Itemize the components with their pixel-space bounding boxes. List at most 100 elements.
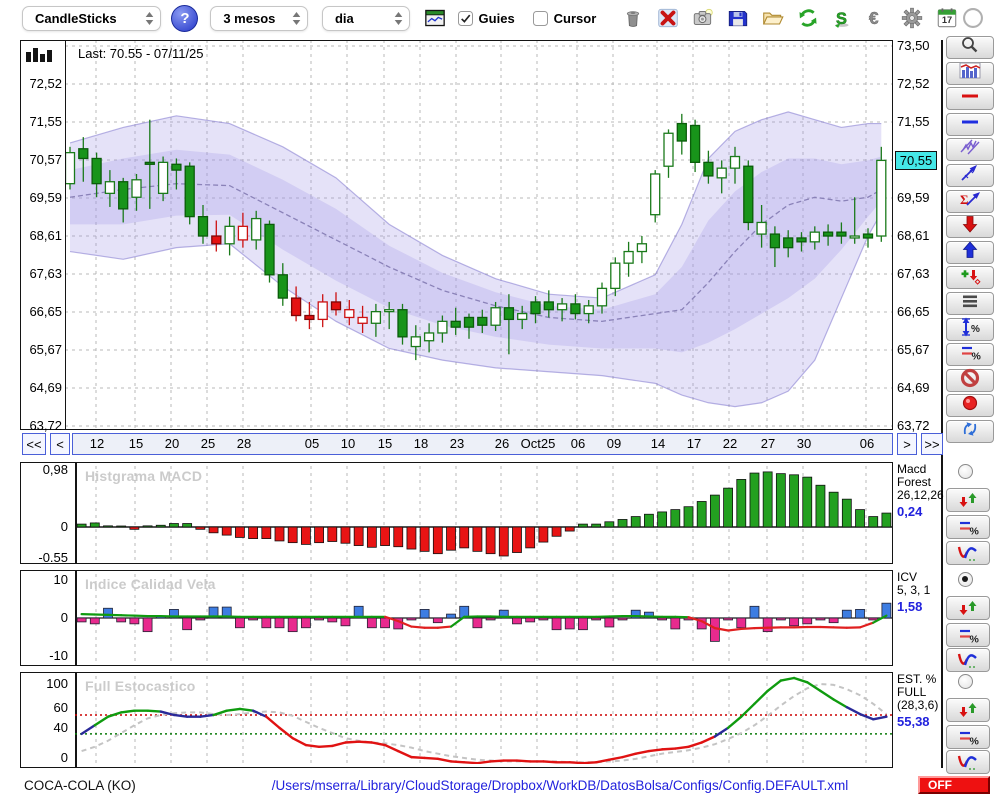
stoch-plot-left-border [75, 672, 77, 768]
open-folder-icon[interactable] [760, 6, 786, 30]
measure-percent-icon: % [959, 317, 981, 342]
price-label: 72,52 [897, 76, 930, 91]
icv-bar [670, 617, 681, 630]
config-path-link[interactable]: /Users/mserra/Library/CloudStorage/Dropb… [271, 778, 849, 793]
stoch-signals-button[interactable] [946, 698, 990, 722]
red-line-button[interactable] [946, 87, 994, 111]
macd-bar [670, 509, 681, 528]
macd-bar [446, 526, 456, 551]
icv-bar [261, 617, 272, 629]
candle [317, 294, 328, 328]
macd-bar [142, 525, 153, 528]
channel-button[interactable] [946, 138, 994, 162]
interval-select[interactable]: dia [321, 5, 410, 31]
guies-checkbox[interactable]: Guies [457, 10, 515, 26]
macd-curves-button[interactable] [946, 541, 990, 565]
icv-bar [762, 617, 773, 633]
macd-bar [617, 519, 628, 528]
price-label: 65,67 [29, 342, 62, 357]
save-icon[interactable] [725, 6, 751, 30]
icv-current-value: 1,58 [897, 599, 923, 614]
volume-bars-icon[interactable] [25, 45, 55, 69]
candle [330, 292, 342, 316]
mini-chart-window-icon[interactable] [422, 6, 448, 30]
stochastic-plot [75, 676, 893, 764]
measure-percent-button[interactable]: % [946, 317, 994, 342]
cursor-checkbox-box[interactable] [532, 10, 548, 26]
icv-info-block: ICV 5, 3, 1 1,58 [897, 571, 943, 614]
price-chart-button[interactable] [946, 61, 994, 85]
chevron-updown-icon [291, 10, 302, 27]
trash-icon[interactable] [620, 6, 646, 30]
help-button[interactable]: ? [171, 4, 199, 32]
arrow-down-red-icon [959, 214, 981, 239]
lines-percent-button[interactable]: % [946, 343, 994, 367]
indicator-axis-label: -0.55 [38, 550, 68, 565]
icv-panel-title: Indice Calidad Vela [85, 576, 216, 592]
scroll-fwd-button[interactable]: > [897, 433, 917, 455]
calendar-icon[interactable]: 17 [934, 6, 960, 30]
trend-line-button[interactable] [946, 164, 994, 187]
arrow-down-red-button[interactable] [946, 214, 994, 239]
sigma-trend-button[interactable]: Σ [946, 189, 994, 213]
scroll-back-button[interactable]: < [50, 433, 70, 455]
delete-x-icon[interactable] [655, 6, 681, 30]
stoch-percent-button[interactable]: % [946, 725, 990, 749]
record-button[interactable] [946, 394, 994, 418]
scroll-fast-fwd-button[interactable]: >> [921, 433, 943, 455]
list-button[interactable] [946, 292, 994, 315]
macd-bar [736, 479, 747, 528]
chart-type-select[interactable]: CandleSticks [22, 5, 162, 31]
camera-icon[interactable] [690, 6, 716, 30]
stoch-panel-title: Full Estocastico [85, 678, 196, 694]
icv-bar [300, 617, 311, 629]
refresh-icon[interactable] [795, 6, 821, 30]
macd-radio[interactable] [958, 464, 973, 479]
macd-bar [512, 526, 522, 553]
icv-bar [142, 617, 153, 633]
cursor-checkbox[interactable]: Cursor [532, 10, 596, 26]
icv-bar [604, 617, 615, 628]
zoom-icon [959, 35, 981, 60]
arrow-up-blue-button[interactable] [946, 240, 994, 264]
date-axis-strip[interactable]: 12 15 20 25 28 05 10 15 18 23 26 Oct25 06 09 14 17 22 27 3… [72, 433, 893, 455]
macd-bar [235, 526, 245, 538]
candle [251, 210, 262, 250]
stoch-radio[interactable] [958, 674, 973, 689]
candle [131, 173, 142, 211]
zoom-button[interactable] [946, 36, 994, 59]
icv-percent-button[interactable]: % [946, 623, 990, 647]
stoch-curves-button[interactable] [946, 750, 990, 774]
candle [423, 323, 435, 353]
forbid-button[interactable] [946, 368, 994, 392]
icv-bar [169, 609, 179, 619]
icv-signals-button[interactable] [946, 596, 990, 620]
swap-arrows-button[interactable] [946, 420, 994, 443]
icv-bar [551, 617, 562, 631]
macd-signals-button[interactable] [946, 488, 990, 512]
gear-icon[interactable] [899, 6, 925, 30]
guies-checkbox-box[interactable] [457, 10, 473, 26]
indicator-axis-label: 60 [53, 700, 68, 715]
scroll-fast-back-button[interactable]: << [22, 433, 46, 455]
icv-bar [828, 617, 839, 624]
icv-curves-button[interactable] [946, 648, 990, 672]
candle [264, 220, 275, 283]
off-button[interactable]: OFF [918, 776, 990, 794]
period-select[interactable]: 3 mesos [210, 5, 308, 31]
circle-indicator-icon[interactable] [960, 6, 986, 30]
candle [769, 226, 781, 268]
candle [171, 158, 182, 190]
macd-bar [221, 526, 232, 536]
sync-data-icon[interactable]: S [830, 6, 856, 30]
candlestick-plot[interactable] [65, 40, 893, 430]
macd-bar [169, 523, 179, 528]
macd-percent-button[interactable]: % [946, 515, 990, 539]
icv-bar [498, 609, 509, 619]
macd-panel-frame [20, 462, 893, 564]
blue-line-button[interactable] [946, 112, 994, 136]
macd-bar [103, 525, 113, 528]
euro-icon[interactable]: € [864, 6, 890, 30]
icv-radio[interactable] [958, 572, 973, 587]
add-remove-signal-button[interactable] [946, 266, 994, 290]
